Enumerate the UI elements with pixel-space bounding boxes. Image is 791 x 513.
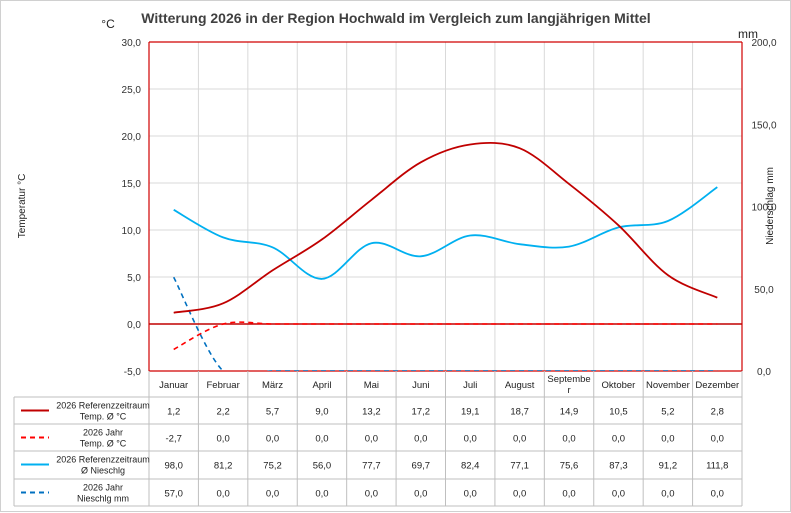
data-label: 5,7 — [266, 407, 279, 418]
data-label: 0,0 — [315, 434, 328, 445]
data-label: 0,0 — [315, 489, 328, 500]
data-label: 0,0 — [365, 434, 378, 445]
x-tick-label: August — [505, 380, 535, 391]
data-label: 2,8 — [711, 407, 724, 418]
data-label: 0,0 — [464, 434, 477, 445]
legend-label: Temp. Ø °C — [80, 412, 127, 422]
data-label: 98,0 — [164, 461, 183, 472]
data-label: 0,0 — [612, 489, 625, 500]
data-label: 1,2 — [167, 407, 180, 418]
y-tick-label: 0,0 — [127, 320, 141, 331]
y-tick-label: 5,0 — [127, 273, 141, 284]
data-label: 56,0 — [313, 461, 332, 472]
data-label: 0,0 — [464, 489, 477, 500]
data-label: 0,0 — [562, 434, 575, 445]
data-label: 57,0 — [164, 489, 183, 500]
data-label: 0,0 — [513, 489, 526, 500]
y2-tick-label: 50,0 — [754, 285, 774, 296]
data-label: 75,2 — [263, 461, 282, 472]
legend-label: 2026 Referenzzeitraum — [56, 455, 150, 465]
data-label: 111,8 — [706, 461, 728, 472]
data-label: 0,0 — [217, 434, 230, 445]
x-tick-label: Juli — [463, 380, 477, 391]
x-tick-label: Septembe — [547, 374, 590, 385]
y-tick-label: 20,0 — [122, 132, 142, 143]
data-label: 0,0 — [365, 489, 378, 500]
data-label: 0,0 — [266, 489, 279, 500]
y-tick-label: 10,0 — [122, 226, 142, 237]
x-tick-label: Januar — [159, 380, 188, 391]
legend-label: 2026 Jahr — [83, 428, 123, 438]
y-tick-label: 25,0 — [122, 85, 142, 96]
data-label: 5,2 — [661, 407, 674, 418]
data-label: 0,0 — [711, 434, 724, 445]
data-table: Januar Februar März April Mai Juni Juli August S… — [13, 371, 743, 507]
data-label: 77,1 — [510, 461, 529, 472]
data-label: 14,9 — [560, 407, 579, 418]
data-label: 87,3 — [609, 461, 628, 472]
x-tick-label: März — [262, 380, 283, 391]
y-axis-title: Temperatur °C — [17, 174, 28, 239]
data-label: 91,2 — [659, 461, 678, 472]
x-tick-label: Mai — [364, 380, 379, 391]
series-line-2 — [173, 321, 718, 351]
y-tick-label: 30,0 — [122, 38, 142, 49]
series-lines — [172, 141, 718, 371]
y2-tick-label: 200,0 — [751, 38, 776, 49]
data-label: 0,0 — [414, 489, 427, 500]
x-tick-label: April — [312, 380, 331, 391]
y2-tick-label: 150,0 — [751, 120, 776, 131]
x-tick-label: November — [646, 380, 690, 391]
data-label: 0,0 — [266, 434, 279, 445]
y2-axis-title: Niederschlag mm — [765, 167, 776, 245]
legend-label: 2026 Jahr — [83, 483, 123, 493]
y2-tick-label: 100,0 — [751, 203, 776, 214]
data-label: 0,0 — [217, 489, 230, 500]
series-line-1 — [173, 141, 718, 314]
legend-label: 2026 Referenzzeitraum — [56, 401, 150, 411]
data-label: 0,0 — [414, 434, 427, 445]
y-tick-label: 15,0 — [122, 179, 142, 190]
left-unit-label: °C — [101, 17, 115, 31]
data-label: 2,2 — [217, 407, 230, 418]
x-tick-label: r — [567, 385, 570, 396]
data-label: 69,7 — [412, 461, 431, 472]
x-tick-label: Dezember — [695, 380, 739, 391]
data-label: 0,0 — [513, 434, 526, 445]
data-label: 19,1 — [461, 407, 480, 418]
right-unit-label: mm — [738, 27, 758, 41]
data-label: 9,0 — [315, 407, 328, 418]
data-label: 77,7 — [362, 461, 381, 472]
data-label: 17,2 — [412, 407, 431, 418]
data-label: 0,0 — [562, 489, 575, 500]
data-label: -2,7 — [166, 434, 182, 445]
data-label: 0,0 — [711, 489, 724, 500]
data-label: 18,7 — [510, 407, 529, 418]
gridlines — [149, 42, 742, 371]
legend-label: Temp. Ø °C — [80, 439, 127, 449]
legend-label: Nieschlg mm — [77, 494, 129, 504]
x-tick-label: Juni — [412, 380, 429, 391]
data-label: 0,0 — [661, 434, 674, 445]
y2-tick-label: 0,0 — [757, 367, 771, 378]
data-label: 0,0 — [661, 489, 674, 500]
data-label: 10,5 — [609, 407, 628, 418]
legend-label: Ø Nieschlg — [81, 466, 125, 476]
data-label: 81,2 — [214, 461, 233, 472]
y-tick-label: -5,0 — [124, 367, 142, 378]
data-label: 82,4 — [461, 461, 480, 472]
x-tick-label: Oktober — [602, 380, 636, 391]
data-label: 75,6 — [560, 461, 579, 472]
chart-title: Witterung 2026 in der Region Hochwald im… — [141, 10, 650, 26]
x-tick-label: Februar — [206, 380, 239, 391]
data-label: 0,0 — [612, 434, 625, 445]
data-label: 13,2 — [362, 407, 381, 418]
